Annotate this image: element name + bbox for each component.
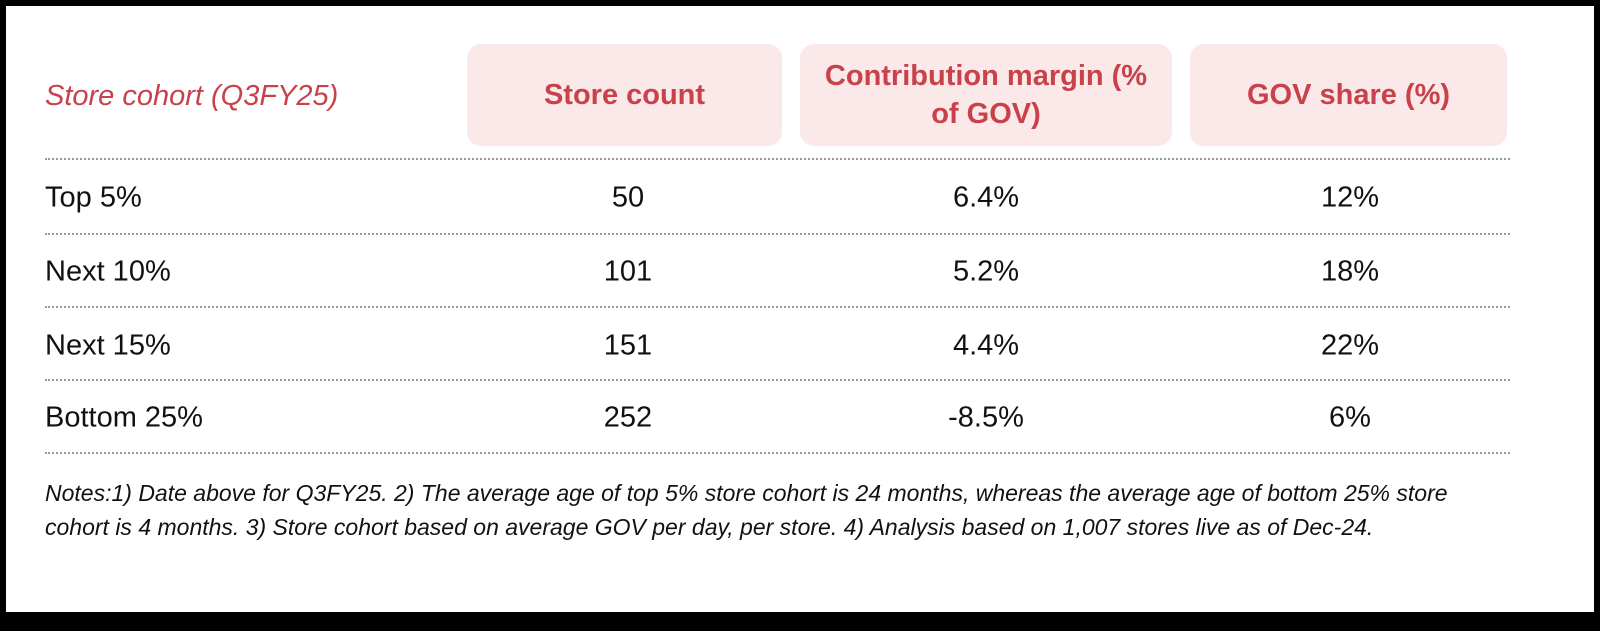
store-count-cell: 252 — [603, 401, 653, 434]
contribution-margin-cell: 5.2% — [952, 255, 1020, 288]
cohort-cell: Next 15% — [45, 329, 171, 362]
store-count-cell: 101 — [603, 255, 653, 288]
contribution-margin-cell: 6.4% — [952, 181, 1020, 214]
divider — [45, 306, 1510, 308]
gov-share-cell: 6% — [1329, 401, 1371, 434]
cohort-cell: Bottom 25% — [45, 401, 203, 434]
store-count-cell: 50 — [611, 181, 645, 214]
divider — [45, 452, 1510, 454]
footnotes: Notes:1) Date above for Q3FY25. 2) The a… — [45, 480, 1448, 540]
cohort-cell: Next 10% — [45, 255, 171, 288]
column-header-store-count: Store count — [467, 44, 782, 146]
gov-share-cell: 12% — [1320, 181, 1380, 214]
divider — [45, 379, 1510, 381]
contribution-margin-cell: 4.4% — [952, 329, 1020, 362]
gov-share-cell: 18% — [1320, 255, 1380, 288]
contribution-margin-cell: -8.5% — [948, 401, 1024, 434]
divider — [45, 233, 1510, 235]
column-header-gov-share: GOV share (%) — [1190, 44, 1507, 146]
cohort-cell: Top 5% — [45, 181, 142, 214]
store-count-cell: 151 — [603, 329, 653, 362]
row-header-label: Store cohort (Q3FY25) — [45, 80, 339, 112]
column-header-contribution-margin: Contribution margin (% of GOV) — [800, 44, 1172, 146]
gov-share-cell: 22% — [1320, 329, 1380, 362]
divider — [45, 158, 1510, 160]
